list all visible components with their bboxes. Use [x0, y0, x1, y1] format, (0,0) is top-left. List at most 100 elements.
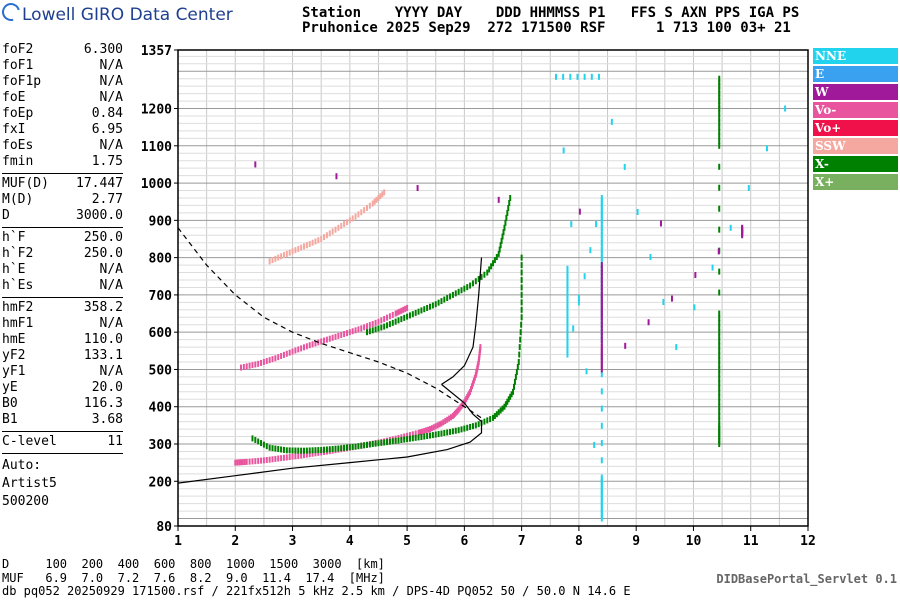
data-point	[431, 302, 434, 309]
param-value: N/A	[99, 90, 123, 105]
data-point	[460, 287, 463, 294]
data-point	[446, 429, 449, 436]
data-point	[600, 314, 603, 321]
data-point	[442, 419, 445, 426]
data-point	[718, 184, 721, 191]
data-point	[357, 326, 360, 333]
data-point	[386, 439, 389, 446]
data-point	[469, 282, 472, 289]
data-point	[497, 250, 500, 257]
x-tick-label: 7	[518, 534, 526, 549]
data-point	[397, 437, 400, 444]
data-point	[718, 138, 721, 145]
data-point	[636, 208, 639, 215]
data-point	[566, 306, 569, 313]
data-point	[348, 444, 351, 451]
data-point	[391, 311, 394, 318]
data-point	[457, 288, 460, 295]
data-point	[317, 447, 320, 454]
data-point	[345, 330, 348, 337]
param-row: yE 20.0	[2, 380, 123, 396]
data-point	[600, 280, 603, 287]
data-point	[262, 358, 265, 365]
data-point	[600, 457, 603, 464]
data-point	[600, 340, 603, 347]
data-point	[583, 273, 586, 280]
data-point	[408, 432, 411, 439]
data-point	[311, 239, 314, 246]
data-point	[285, 447, 288, 454]
data-point	[417, 308, 420, 315]
data-point	[610, 118, 613, 125]
data-point	[303, 243, 305, 250]
data-point	[718, 163, 721, 170]
param-key: fmin	[2, 154, 34, 169]
x-tick-label: 9	[632, 534, 640, 549]
y-tick-label: 900	[149, 214, 173, 229]
param-key: B1	[2, 412, 18, 427]
param-row: foF2 6.300	[2, 42, 123, 58]
data-point	[600, 258, 603, 265]
data-point	[502, 229, 505, 236]
data-point	[371, 440, 374, 447]
data-point	[254, 458, 257, 465]
param-key: yF1	[2, 364, 26, 379]
data-point	[600, 366, 603, 373]
data-point	[520, 254, 523, 261]
param-row: h`F 250.0	[2, 230, 123, 246]
data-point	[325, 232, 328, 239]
data-point	[501, 233, 504, 240]
data-point	[434, 301, 437, 308]
param-separator	[2, 227, 123, 228]
data-point	[434, 431, 437, 438]
data-point	[331, 228, 334, 235]
y-tick-label: 400	[149, 401, 173, 416]
param-row: hmF1 N/A	[2, 316, 123, 332]
data-point	[311, 450, 314, 457]
data-point	[375, 196, 378, 203]
y-tick-label: 1200	[141, 103, 172, 118]
param-row: h`E N/A	[2, 262, 123, 278]
param-value: 358.2	[83, 300, 123, 315]
data-point	[271, 356, 274, 363]
data-point	[314, 447, 317, 454]
data-point	[479, 344, 482, 351]
data-point	[495, 411, 498, 418]
param-row: M(D) 2.77	[2, 192, 123, 208]
param-row: foF1p N/A	[2, 74, 123, 90]
x-tick-label: 1	[174, 534, 182, 549]
data-point	[429, 426, 431, 433]
data-point	[566, 299, 569, 306]
data-point	[471, 280, 474, 287]
data-point	[371, 327, 374, 334]
data-point	[282, 454, 285, 461]
data-point	[366, 329, 368, 336]
param-key: foF1	[2, 58, 34, 73]
param-key: foEp	[2, 106, 34, 121]
data-point	[562, 73, 565, 80]
data-point	[486, 417, 489, 424]
data-point	[288, 447, 291, 454]
data-point	[335, 173, 338, 180]
param-key: foE	[2, 90, 26, 105]
x-tick-label: 2	[231, 534, 239, 549]
data-point	[406, 304, 409, 311]
data-point	[354, 327, 357, 334]
param-value: 6.95	[91, 122, 123, 137]
data-point	[311, 341, 314, 348]
data-point	[414, 309, 417, 316]
data-point	[314, 450, 317, 457]
x-tick-label: 11	[743, 534, 759, 549]
data-point	[718, 347, 721, 354]
param-key: hmF2	[2, 300, 34, 315]
param-value: N/A	[99, 278, 123, 293]
data-point	[420, 433, 423, 440]
data-point	[354, 443, 357, 450]
data-point	[360, 442, 363, 449]
param-separator	[2, 453, 123, 454]
param-key: h`E	[2, 262, 26, 277]
param-key: yF2	[2, 348, 26, 363]
data-point	[576, 73, 579, 80]
data-point	[265, 358, 268, 365]
data-point	[498, 246, 501, 253]
